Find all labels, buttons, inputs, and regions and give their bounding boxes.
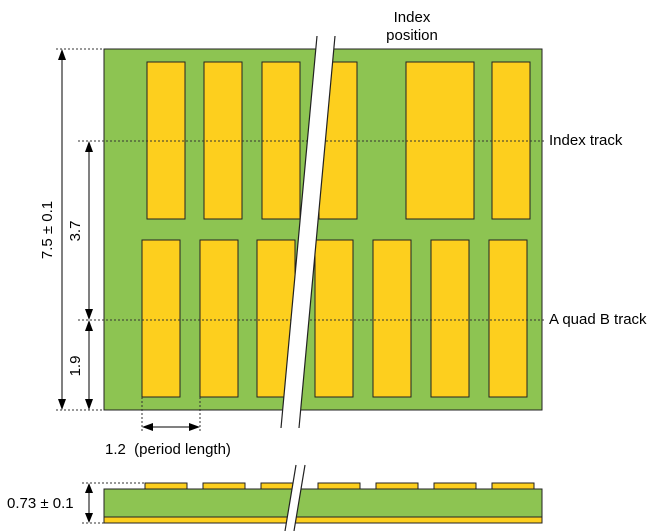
aquadb-track-pads xyxy=(141,239,528,398)
section-pad xyxy=(375,482,419,490)
aquadb-pad xyxy=(372,239,412,398)
break-gap-section xyxy=(285,465,305,531)
period-length-label: 1.2 (period length) xyxy=(105,441,231,458)
index-track-label: Index track xyxy=(549,132,623,149)
dimension-period-length xyxy=(142,423,200,431)
cross-section-view xyxy=(103,464,543,531)
aquadb-pad xyxy=(488,239,528,398)
aquadb-pad xyxy=(199,239,239,398)
aquadb-track-label: A quad B track xyxy=(549,311,647,328)
break-edge-left xyxy=(280,35,318,429)
aquadb-pad xyxy=(430,239,470,398)
section-substrate xyxy=(103,488,543,518)
dimension-thickness xyxy=(85,483,93,523)
section-pad xyxy=(202,482,246,490)
total-height-label: 7.5 ± 0.1 xyxy=(39,201,56,259)
section-pad xyxy=(433,482,477,490)
upper-height-label: 3.7 xyxy=(67,221,84,242)
index-position-label-line2: position xyxy=(386,27,438,44)
aquadb-pad xyxy=(314,239,354,398)
thickness-label: 0.73 ± 0.1 xyxy=(7,495,74,512)
section-pad xyxy=(144,482,188,490)
index-position-label-line1: Index xyxy=(394,9,431,26)
dimension-upper-height xyxy=(85,141,93,320)
section-pad xyxy=(491,482,535,490)
dimension-lower-height xyxy=(85,320,93,410)
section-pad xyxy=(317,482,361,490)
section-bottom-layer xyxy=(103,516,543,524)
break-gap-top xyxy=(281,36,335,428)
aquadb-pad xyxy=(141,239,181,398)
dimension-total-height xyxy=(58,49,66,410)
lower-height-label: 1.9 xyxy=(67,356,84,377)
break-edge-right xyxy=(298,35,336,429)
